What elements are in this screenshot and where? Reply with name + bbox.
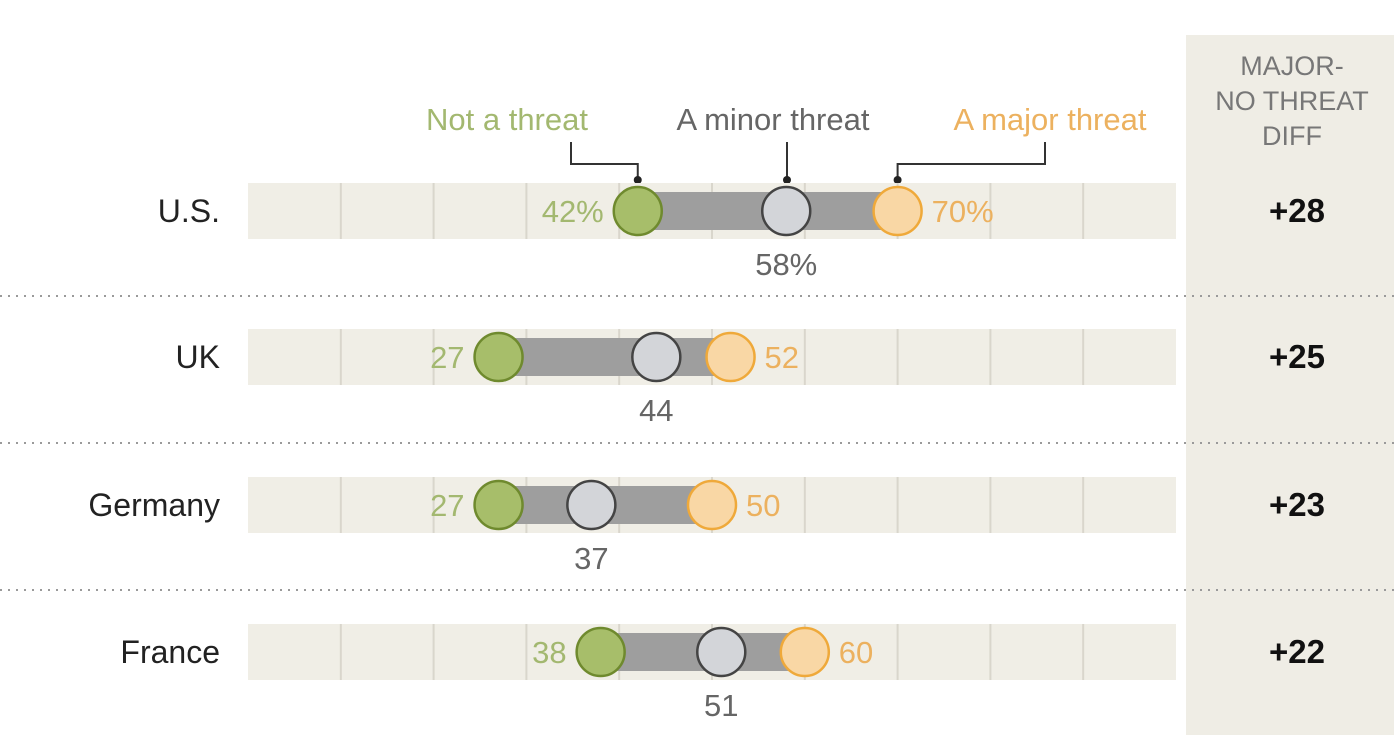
diff-header-line: NO THREAT bbox=[1215, 86, 1369, 116]
label-minor-threat: 44 bbox=[639, 393, 673, 428]
leader-dot-major-threat bbox=[893, 176, 902, 184]
leader-major-threat bbox=[896, 142, 1046, 180]
label-minor-threat: 37 bbox=[574, 541, 608, 576]
country-label: Germany bbox=[88, 487, 220, 523]
dot-major-threat bbox=[686, 479, 738, 531]
diff-panel bbox=[1186, 35, 1394, 735]
diff-value: +28 bbox=[1269, 192, 1325, 229]
leader-dot-not-threat bbox=[633, 176, 642, 184]
country-label: France bbox=[120, 634, 220, 670]
label-not-threat: 38 bbox=[532, 635, 566, 670]
diff-value: +23 bbox=[1269, 486, 1325, 523]
range-bar bbox=[498, 338, 731, 376]
dot-minor-threat bbox=[566, 479, 617, 531]
dot-not-threat bbox=[473, 479, 524, 531]
dot-not-threat bbox=[473, 331, 524, 383]
label-not-threat: 42% bbox=[542, 194, 604, 229]
leader-dot-minor-threat bbox=[783, 176, 791, 184]
chart-row: 27 50 37 Germany +23 bbox=[88, 477, 1325, 576]
label-major-threat: 52 bbox=[765, 340, 799, 375]
chart-row: 27 52 44 UK +25 bbox=[176, 329, 1325, 428]
legend-minor-threat: A minor threat bbox=[677, 102, 870, 137]
diff-header-line: MAJOR- bbox=[1240, 51, 1344, 81]
country-label: UK bbox=[176, 339, 220, 375]
label-major-threat: 70% bbox=[932, 194, 994, 229]
label-major-threat: 50 bbox=[746, 488, 780, 523]
country-label: U.S. bbox=[158, 193, 220, 229]
dot-major-threat bbox=[779, 626, 831, 678]
dot-minor-threat bbox=[760, 185, 812, 237]
label-minor-threat: 58% bbox=[755, 247, 817, 282]
label-major-threat: 60 bbox=[839, 635, 873, 670]
diff-value: +22 bbox=[1269, 633, 1325, 670]
dot-minor-threat bbox=[631, 331, 682, 383]
legend-major-threat: A major threat bbox=[954, 102, 1147, 137]
label-not-threat: 27 bbox=[430, 488, 464, 523]
chart-row: 38 60 51 France +22 bbox=[120, 624, 1325, 723]
dot-not-threat bbox=[612, 185, 664, 237]
dot-major-threat bbox=[872, 185, 923, 237]
diff-header-line: DIFF bbox=[1262, 121, 1322, 151]
chart-row: 42% 70% 58% U.S. +28 bbox=[158, 183, 1325, 282]
dot-major-threat bbox=[705, 331, 756, 383]
label-not-threat: 27 bbox=[430, 340, 464, 375]
dot-minor-threat bbox=[696, 626, 747, 678]
dot-not-threat bbox=[575, 626, 626, 678]
label-minor-threat: 51 bbox=[704, 688, 738, 723]
diff-value: +25 bbox=[1269, 338, 1325, 375]
legend-not-threat: Not a threat bbox=[426, 102, 588, 137]
leader-not-threat bbox=[570, 142, 639, 180]
